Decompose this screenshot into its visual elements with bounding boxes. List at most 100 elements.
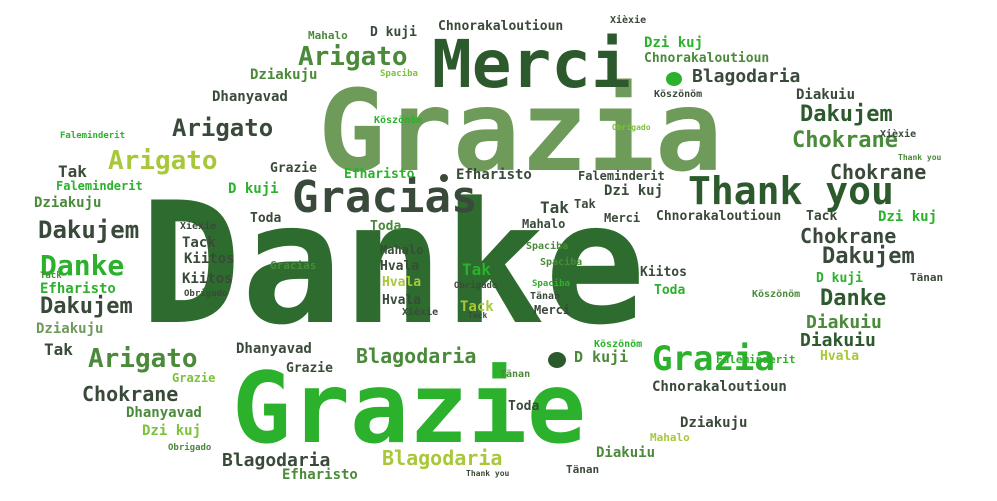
word: Obrigado — [168, 443, 212, 453]
word: Dakujem — [38, 216, 140, 244]
word: Tak — [58, 162, 87, 181]
word: Thank you — [466, 469, 510, 478]
word: Hvala — [820, 349, 860, 364]
word: Hvala — [380, 259, 420, 274]
decorative-dot — [440, 174, 448, 182]
word: Efharisto — [282, 467, 358, 483]
word: Faleminderit — [60, 131, 126, 141]
word: Dakujem — [800, 102, 893, 127]
word: Chokrane — [82, 382, 179, 406]
word: Hvala — [382, 275, 422, 290]
word: Arigato — [88, 344, 198, 374]
word: Faleminderit — [56, 179, 143, 193]
word: Grazie — [172, 371, 216, 385]
word: Tak — [574, 197, 596, 211]
word: Diakuiu — [796, 87, 856, 103]
word: Xièxie — [880, 129, 917, 140]
word: Arigato — [108, 146, 218, 176]
word: Efharisto — [344, 167, 415, 182]
word: Xièxie — [180, 221, 217, 232]
word: Mahalo — [380, 243, 424, 257]
word: Dakujem — [40, 294, 133, 319]
word: Obrigado — [612, 123, 651, 132]
word: Efharisto — [40, 281, 116, 297]
word: Chnorakaloutioun — [652, 379, 787, 395]
word: Tak — [44, 340, 73, 359]
word: Toda — [508, 399, 540, 414]
word: D kuji — [574, 348, 629, 366]
word: Obrigado — [184, 289, 228, 299]
word: Arigato — [172, 114, 274, 142]
word: Tak — [462, 260, 491, 279]
word: Grazie — [286, 361, 333, 376]
word: Toda — [654, 283, 686, 298]
word: D kuji — [370, 25, 417, 40]
word: Dziakuju — [36, 321, 104, 337]
word: Blagodaria — [382, 446, 503, 470]
word: Diakuiu — [800, 330, 876, 351]
word: Chnorakaloutioun — [656, 209, 782, 224]
word: Grazie — [232, 352, 587, 466]
word: Tack — [460, 299, 494, 315]
word: Dhanyavad — [236, 341, 312, 357]
word: Toda — [370, 219, 402, 234]
word: Dziakuju — [250, 67, 318, 83]
word: Spaciba — [540, 257, 583, 268]
word: Tänan — [530, 291, 561, 302]
word: Diakuiu — [596, 445, 656, 461]
word: Obrigado — [454, 281, 498, 291]
word: Danke — [820, 286, 887, 311]
decorative-dot — [666, 72, 682, 86]
word: Xièxie — [610, 15, 647, 26]
word: Arigato — [298, 42, 408, 72]
word: Grazia — [318, 67, 723, 197]
word: Grazia — [652, 339, 775, 379]
word: Thank you — [688, 169, 894, 213]
word: Blagodaria — [222, 450, 331, 471]
word: Mahalo — [522, 217, 566, 231]
word: Mahalo — [650, 431, 690, 444]
word: Merci — [432, 26, 631, 103]
word: Kiitos — [182, 271, 233, 287]
word: Xièxie — [402, 307, 439, 318]
word: Danke — [40, 249, 125, 282]
word: Hvala — [382, 293, 422, 308]
word: Tänan — [910, 271, 944, 284]
word: Chokrane — [830, 160, 927, 184]
word: Tänan — [500, 369, 531, 380]
word: Tänan — [566, 463, 600, 476]
word: Dzi kuj — [142, 423, 202, 439]
word: Merci — [604, 211, 641, 225]
word: Efharisto — [456, 167, 532, 183]
word: Toda — [250, 211, 282, 226]
word: Mahalo — [308, 29, 348, 42]
word: Faleminderit — [716, 353, 796, 366]
word: Köszönöm — [374, 115, 423, 126]
word: D kuji — [228, 181, 279, 197]
word: Chokrane — [792, 128, 898, 153]
decorative-dot — [548, 352, 566, 368]
word: Tak — [540, 198, 569, 217]
word: Thank you — [898, 153, 942, 162]
word: Merci — [534, 303, 571, 317]
word: Spaciba — [526, 241, 569, 252]
word: Dhanyavad — [212, 89, 288, 105]
word: Diakuiu — [806, 312, 882, 333]
word: Tack — [468, 311, 488, 320]
word: Tack — [182, 235, 216, 251]
word: Chnorakaloutioun — [438, 19, 564, 34]
word: Spaciba — [532, 279, 570, 289]
word: Kiitos — [184, 251, 235, 267]
word: Gracias — [292, 172, 478, 223]
word: Gracias — [270, 259, 317, 272]
word: Faleminderit — [578, 169, 665, 183]
word: Chnorakaloutioun — [644, 51, 770, 66]
word: Dakujem — [822, 244, 915, 269]
word: Grazie — [270, 161, 317, 176]
word: Kiitos — [640, 265, 687, 280]
word: Köszönöm — [594, 339, 643, 350]
word: Blagodaria — [692, 66, 801, 87]
word: Tack — [806, 209, 838, 224]
word: Köszönöm — [654, 89, 703, 100]
